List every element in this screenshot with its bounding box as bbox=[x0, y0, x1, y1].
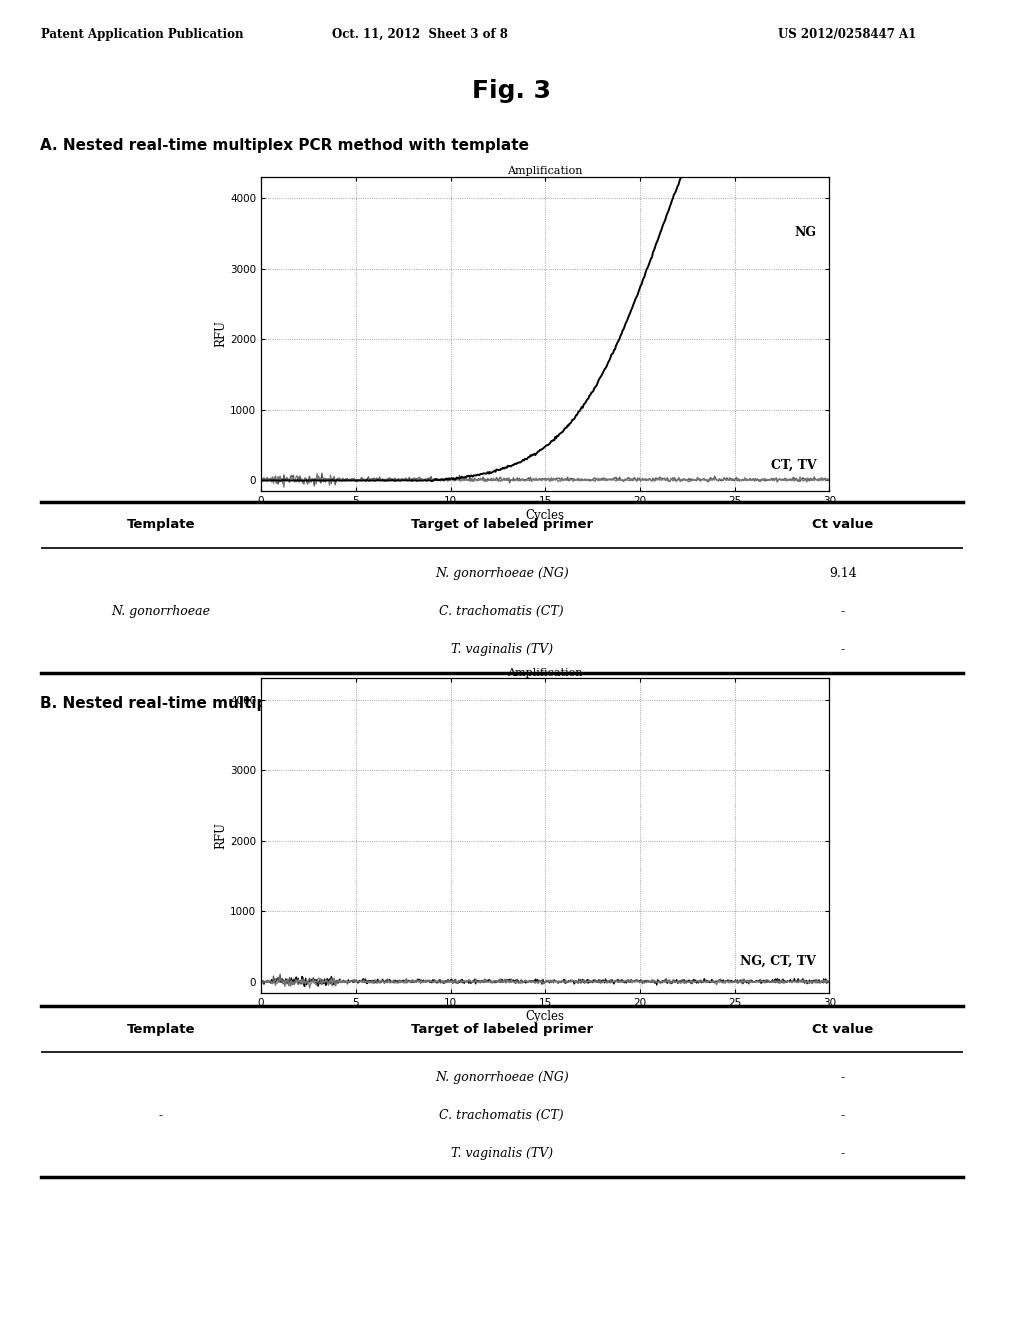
Text: -: - bbox=[841, 1147, 845, 1160]
Text: C. trachomatis (CT): C. trachomatis (CT) bbox=[439, 605, 564, 618]
Y-axis label: RFU: RFU bbox=[214, 321, 227, 347]
Text: C. trachomatis (CT): C. trachomatis (CT) bbox=[439, 1109, 564, 1122]
Text: Target of labeled primer: Target of labeled primer bbox=[411, 1023, 593, 1035]
Text: Oct. 11, 2012  Sheet 3 of 8: Oct. 11, 2012 Sheet 3 of 8 bbox=[332, 28, 508, 41]
Text: N. gonorrhoeae (NG): N. gonorrhoeae (NG) bbox=[435, 568, 568, 581]
Text: -: - bbox=[159, 1109, 163, 1122]
Text: Template: Template bbox=[127, 519, 195, 531]
X-axis label: Cycles: Cycles bbox=[525, 508, 565, 521]
Title: Amplification: Amplification bbox=[508, 668, 583, 677]
Text: T. vaginalis (TV): T. vaginalis (TV) bbox=[451, 1147, 553, 1160]
Text: Patent Application Publication: Patent Application Publication bbox=[41, 28, 244, 41]
Text: N. gonorrhoeae (NG): N. gonorrhoeae (NG) bbox=[435, 1072, 568, 1085]
Text: B. Nested real-time multiplex PCR method without template: B. Nested real-time multiplex PCR method… bbox=[40, 696, 558, 711]
Text: NG: NG bbox=[795, 226, 816, 239]
Text: T. vaginalis (TV): T. vaginalis (TV) bbox=[451, 643, 553, 656]
Text: -: - bbox=[841, 1109, 845, 1122]
Text: A. Nested real-time multiplex PCR method with template: A. Nested real-time multiplex PCR method… bbox=[40, 137, 529, 153]
Text: Ct value: Ct value bbox=[812, 519, 873, 531]
Text: Template: Template bbox=[127, 1023, 195, 1035]
Text: -: - bbox=[841, 605, 845, 618]
Text: Ct value: Ct value bbox=[812, 1023, 873, 1035]
Text: Fig. 3: Fig. 3 bbox=[472, 79, 552, 103]
Text: -: - bbox=[841, 643, 845, 656]
Text: US 2012/0258447 A1: US 2012/0258447 A1 bbox=[778, 28, 916, 41]
Text: N. gonorrhoeae: N. gonorrhoeae bbox=[112, 605, 210, 618]
X-axis label: Cycles: Cycles bbox=[525, 1010, 565, 1023]
Text: 9.14: 9.14 bbox=[828, 568, 857, 581]
Text: Target of labeled primer: Target of labeled primer bbox=[411, 519, 593, 531]
Y-axis label: RFU: RFU bbox=[214, 822, 227, 849]
Text: NG, CT, TV: NG, CT, TV bbox=[740, 954, 816, 968]
Title: Amplification: Amplification bbox=[508, 166, 583, 176]
Text: CT, TV: CT, TV bbox=[770, 459, 816, 473]
Text: -: - bbox=[841, 1072, 845, 1085]
